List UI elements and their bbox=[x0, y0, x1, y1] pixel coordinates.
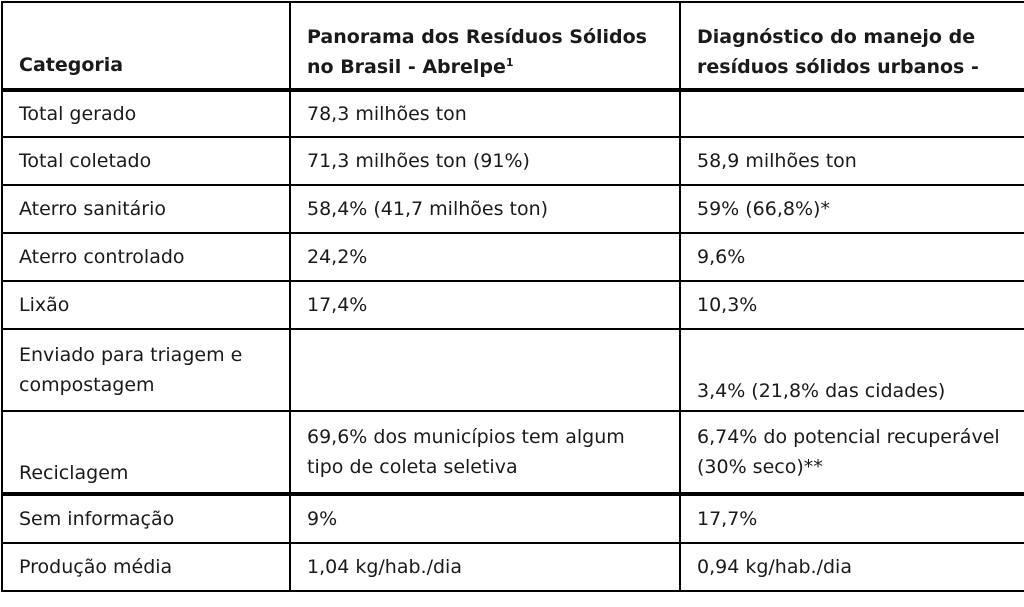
row-abrelpe-value: 58,4% (41,7 milhões ton) bbox=[289, 184, 681, 234]
header-diagnostico: Diagnóstico do manejo de resíduos sólido… bbox=[679, 1, 1024, 92]
row-diagnostico-value: 10,3% bbox=[679, 280, 1024, 330]
row-diagnostico-value: 59% (66,8%)* bbox=[679, 184, 1024, 234]
table-row: Reciclagem 69,6% dos municípios tem algu… bbox=[1, 410, 1024, 496]
row-abrelpe-value: 9% bbox=[289, 493, 681, 544]
table-row: Total gerado 78,3 milhões ton bbox=[1, 89, 1024, 138]
table-row: Sem informação 9% 17,7% bbox=[1, 493, 1024, 544]
footnote-marker: 1 bbox=[505, 56, 514, 69]
header-category-label: Categoria bbox=[19, 54, 124, 76]
row-diagnostico-value: 0,94 kg/hab./dia bbox=[679, 542, 1024, 592]
row-abrelpe-line1: 69,6% dos municípios tem algum bbox=[307, 426, 625, 448]
row-diagnostico-value: 9,6% bbox=[679, 232, 1024, 282]
row-diagnostico-value bbox=[679, 89, 1024, 138]
row-category: Produção média bbox=[1, 542, 291, 592]
row-category: Enviado para triagem e compostagem bbox=[1, 328, 291, 412]
row-category: Aterro sanitário bbox=[1, 184, 291, 234]
row-diagnostico-line1: 6,74% do potencial recuperável bbox=[697, 426, 1000, 448]
header-category: Categoria bbox=[1, 1, 291, 92]
row-diagnostico-value: 6,74% do potencial recuperável (30% seco… bbox=[679, 410, 1024, 496]
row-abrelpe-value: 78,3 milhões ton bbox=[289, 89, 681, 138]
table-row: Aterro controlado 24,2% 9,6% bbox=[1, 232, 1024, 282]
row-diagnostico-line2: (30% seco)** bbox=[697, 456, 823, 478]
row-abrelpe-value: 71,3 milhões ton (91%) bbox=[289, 136, 681, 186]
row-category: Total gerado bbox=[1, 89, 291, 138]
row-diagnostico-value: 58,9 milhões ton bbox=[679, 136, 1024, 186]
header-abrelpe-line2: no Brasil - Abrelpe bbox=[307, 56, 506, 78]
row-diagnostico-value: 17,7% bbox=[679, 493, 1024, 544]
header-abrelpe: Panorama dos Resíduos Sólidos no Brasil … bbox=[289, 1, 681, 92]
row-category-line1: Enviado para triagem e bbox=[19, 344, 243, 366]
header-diagnostico-line2: resíduos sólidos urbanos - bbox=[697, 56, 979, 78]
row-abrelpe-value: 24,2% bbox=[289, 232, 681, 282]
header-abrelpe-line1: Panorama dos Resíduos Sólidos bbox=[307, 26, 647, 48]
row-abrelpe-value bbox=[289, 328, 681, 412]
table-row: Lixão 17,4% 10,3% bbox=[1, 280, 1024, 330]
row-abrelpe-value: 69,6% dos municípios tem algum tipo de c… bbox=[289, 410, 681, 496]
row-category: Aterro controlado bbox=[1, 232, 291, 282]
row-abrelpe-line2: tipo de coleta seletiva bbox=[307, 456, 518, 478]
table-row: Total coletado 71,3 milhões ton (91%) 58… bbox=[1, 136, 1024, 186]
row-abrelpe-value: 1,04 kg/hab./dia bbox=[289, 542, 681, 592]
header-diagnostico-line1: Diagnóstico do manejo de bbox=[697, 26, 976, 48]
row-diagnostico-value: 3,4% (21,8% das cidades) bbox=[679, 328, 1024, 412]
table-header-row: Categoria Panorama dos Resíduos Sólidos … bbox=[1, 1, 1024, 92]
row-category: Lixão bbox=[1, 280, 291, 330]
table-row: Produção média 1,04 kg/hab./dia 0,94 kg/… bbox=[1, 542, 1024, 592]
table-row: Enviado para triagem e compostagem 3,4% … bbox=[1, 328, 1024, 412]
row-category: Total coletado bbox=[1, 136, 291, 186]
waste-statistics-table: Categoria Panorama dos Resíduos Sólidos … bbox=[1, 1, 1024, 592]
row-abrelpe-value: 17,4% bbox=[289, 280, 681, 330]
row-category-line2: compostagem bbox=[19, 374, 155, 396]
row-category: Reciclagem bbox=[1, 410, 291, 496]
table-row: Aterro sanitário 58,4% (41,7 milhões ton… bbox=[1, 184, 1024, 234]
row-category: Sem informação bbox=[1, 493, 291, 544]
